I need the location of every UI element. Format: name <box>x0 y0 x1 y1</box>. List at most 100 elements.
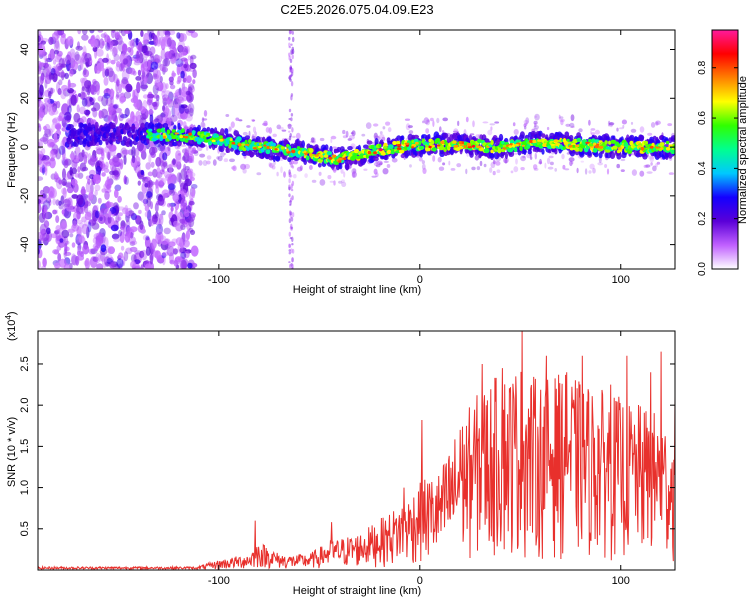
spectrogram-noise-blob <box>185 90 191 96</box>
spectrogram-noise-blob <box>105 261 111 266</box>
spectrogram-noise-blob <box>100 244 107 253</box>
spectrogram-noise-blob <box>113 104 119 109</box>
spectrogram-band-core <box>395 140 401 145</box>
spectrogram-artifact-blob <box>290 117 293 122</box>
spectrogram-band-blob <box>172 141 178 147</box>
spectrogram-peak-blob <box>665 147 671 151</box>
spectrogram-noise-blob <box>123 154 127 165</box>
spectrogram-noise-blob <box>64 242 68 254</box>
spectrogram-peak-blob <box>257 145 262 149</box>
spectrogram-noise-blob <box>147 171 153 177</box>
spectrogram-noise-blob <box>44 74 52 85</box>
spectrogram-band-blob <box>70 140 74 148</box>
spectrogram-noise-blob <box>162 152 168 161</box>
spectrogram-noise-blob <box>73 112 81 123</box>
spectrogram-noise-blob <box>177 75 182 83</box>
spectrogram-haze-blob <box>650 122 656 128</box>
spectrogram-band-blob <box>653 135 657 140</box>
spectrogram-haze-blob <box>276 171 279 177</box>
spectrogram-noise-blob <box>129 226 138 233</box>
spectrogram-noise-blob <box>49 142 56 147</box>
spectrogram-noise-blob <box>90 84 95 95</box>
spectrogram-haze-blob <box>202 122 206 129</box>
spectrogram-noise-blob <box>130 260 136 269</box>
spectrogram-haze-blob <box>539 158 542 165</box>
spectrogram-haze-blob <box>248 130 251 138</box>
spectrogram-peak-blob <box>521 144 526 147</box>
spectrogram-noise-blob <box>55 123 62 131</box>
spectrogram-noise-blob <box>63 160 69 169</box>
spectrogram-noise-blob <box>73 155 79 163</box>
spectrogram-noise-blob <box>135 76 142 81</box>
spectrogram-noise-blob <box>58 241 65 248</box>
spectrogram-artifact-blob <box>290 71 294 76</box>
spectrogram-artifact-blob <box>289 30 293 34</box>
spectrogram-haze-blob <box>193 151 199 157</box>
spectrogram-noise-blob <box>105 97 113 107</box>
spectrogram-noise-blob <box>132 70 137 76</box>
colorbar-tick-label: 0.2 <box>697 211 708 225</box>
spectrogram-band-core <box>519 145 523 151</box>
spectrogram-noise-blob <box>108 210 112 218</box>
spectrogram-noise-blob <box>158 180 164 189</box>
spectrogram-noise-blob <box>144 236 151 249</box>
spectrogram-noise-blob <box>108 70 116 83</box>
spectrogram-noise-blob <box>113 53 120 62</box>
spectrogram-haze-blob <box>548 155 554 159</box>
spectrogram-noise-blob <box>175 150 182 161</box>
spectrogram-band-core <box>353 148 360 154</box>
colorbar-tick-label: 0.0 <box>697 262 708 276</box>
spectrogram-noise-blob <box>133 202 139 210</box>
spectrogram-artifact-blob <box>288 45 291 49</box>
spectrogram-haze-blob <box>578 128 583 133</box>
spectrogram-noise-blob <box>145 263 151 269</box>
spectrogram-noise-blob <box>92 174 101 180</box>
spectrogram-haze-blob <box>438 166 445 171</box>
spectrogram-noise-blob <box>190 31 198 38</box>
spectrogram-haze-blob <box>580 160 584 163</box>
spectrogram-noise-blob <box>53 30 61 36</box>
spectrogram-band-blob <box>249 151 255 158</box>
spectrogram-band-core <box>180 128 185 134</box>
spectrogram-noise-blob <box>97 197 102 204</box>
spectrogram-noise-blob <box>81 86 85 91</box>
spectrogram-noise-blob <box>91 222 100 230</box>
spectrogram-peak-blob <box>563 141 569 146</box>
spectrogram-noise-blob <box>182 234 186 246</box>
spectrogram-band-blob <box>519 131 525 139</box>
snr-y-tick-label: 2.0 <box>19 398 31 413</box>
spectrogram-band-blob <box>85 134 91 142</box>
spectrogram-band-blob <box>219 144 225 153</box>
spectrogram-haze-blob <box>235 117 240 121</box>
spectrogram-peak-blob <box>514 144 520 146</box>
spectrogram-noise-blob <box>52 249 60 255</box>
spectrogram-haze-blob <box>639 126 645 133</box>
spectrogram-haze-blob <box>646 171 653 174</box>
spectrogram-noise-blob <box>158 36 166 47</box>
spectrogram-band-blob <box>68 124 74 130</box>
spectrogram-haze-blob <box>371 175 377 178</box>
spectrogram-haze-blob <box>202 160 208 166</box>
spectrogram-noise-blob <box>64 197 72 207</box>
spectrogram-peak-blob <box>328 156 333 160</box>
spectrogram-noise-blob <box>58 145 66 155</box>
spectrogram-band-core <box>398 149 405 154</box>
spectrogram-noise-blob <box>38 141 41 148</box>
spectrogram-haze-blob <box>479 160 483 167</box>
spectrogram-peak-blob <box>396 147 402 150</box>
spectrogram-haze-blob <box>276 124 282 130</box>
spectrogram-peak-blob <box>320 154 324 158</box>
spectrogram-peak-blob <box>367 150 372 155</box>
spectrogram-noise-blob <box>79 162 87 172</box>
spectrogram-noise-blob <box>159 63 165 72</box>
snr-series-line <box>38 331 675 570</box>
spectrogram-band-blob <box>489 153 495 159</box>
spectrogram-peak-blob <box>471 144 476 148</box>
spectrogram-noise-blob <box>116 34 122 41</box>
spectrogram-peak-blob <box>263 144 267 147</box>
spectrogram-noise-blob <box>49 187 57 199</box>
spectrogram-noise-blob <box>170 175 179 185</box>
spectrogram-band-blob <box>122 136 128 142</box>
spectrogram-noise-blob <box>105 88 110 93</box>
spectrogram-band-core <box>296 146 301 150</box>
